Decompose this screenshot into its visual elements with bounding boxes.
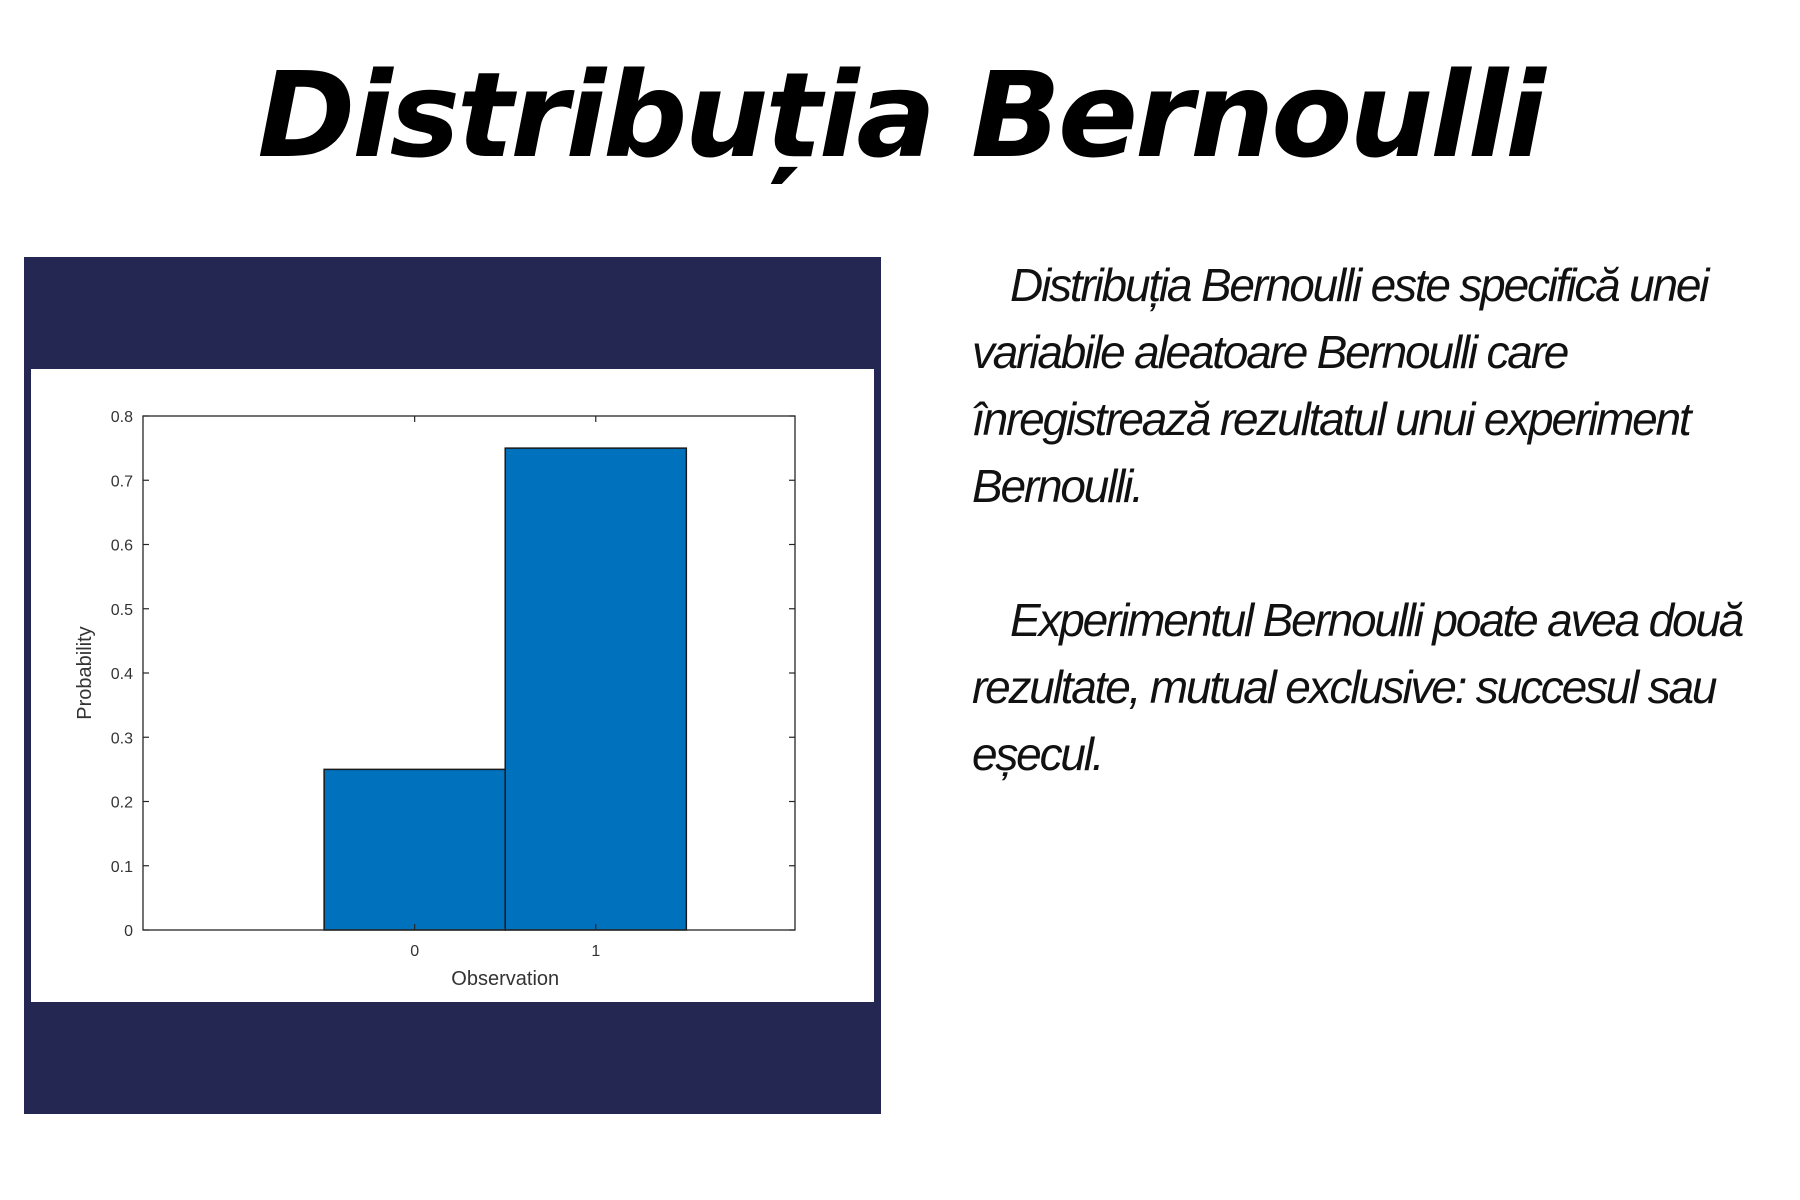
y-axis-label: Probability (74, 626, 96, 719)
slide-title: Distribuția Bernoulli (257, 46, 1545, 184)
paragraph-definition: Distribuția Bernoulli este specifică une… (972, 259, 1710, 512)
x-axis-label: Observation (451, 968, 559, 990)
y-tick-label: 0 (124, 923, 133, 940)
y-tick-label: 0.4 (111, 666, 133, 683)
slide-body: Distribuția Bernoulli este specifică une… (972, 252, 1772, 855)
bar-1 (504, 447, 688, 931)
y-tick-label: 0.3 (111, 730, 133, 747)
chart-panel: 0 0.1 0.2 0.3 0.4 0.5 0.6 0.7 0.8 0 1 Observation Pr… (31, 369, 874, 1002)
chart-frame: 0 0.1 0.2 0.3 0.4 0.5 0.6 0.7 0.8 0 1 Observation Pr… (24, 257, 881, 1114)
bar-chart: 0 0.1 0.2 0.3 0.4 0.5 0.6 0.7 0.8 0 1 Observation Pr… (74, 409, 796, 990)
x-tick-label: 0 (410, 943, 419, 960)
y-tick-label: 0.7 (111, 473, 133, 490)
bar-0 (323, 768, 506, 931)
paragraph-outcomes: Experimentul Bernoulli poate avea două r… (972, 594, 1744, 780)
y-tick-label: 0.6 (111, 538, 133, 555)
y-tick-label: 0.2 (111, 795, 133, 812)
y-tick-label: 0.5 (111, 602, 133, 619)
y-tick-label: 0.1 (111, 859, 133, 876)
x-tick-label: 1 (591, 943, 600, 960)
y-tick-label: 0.8 (111, 409, 133, 426)
